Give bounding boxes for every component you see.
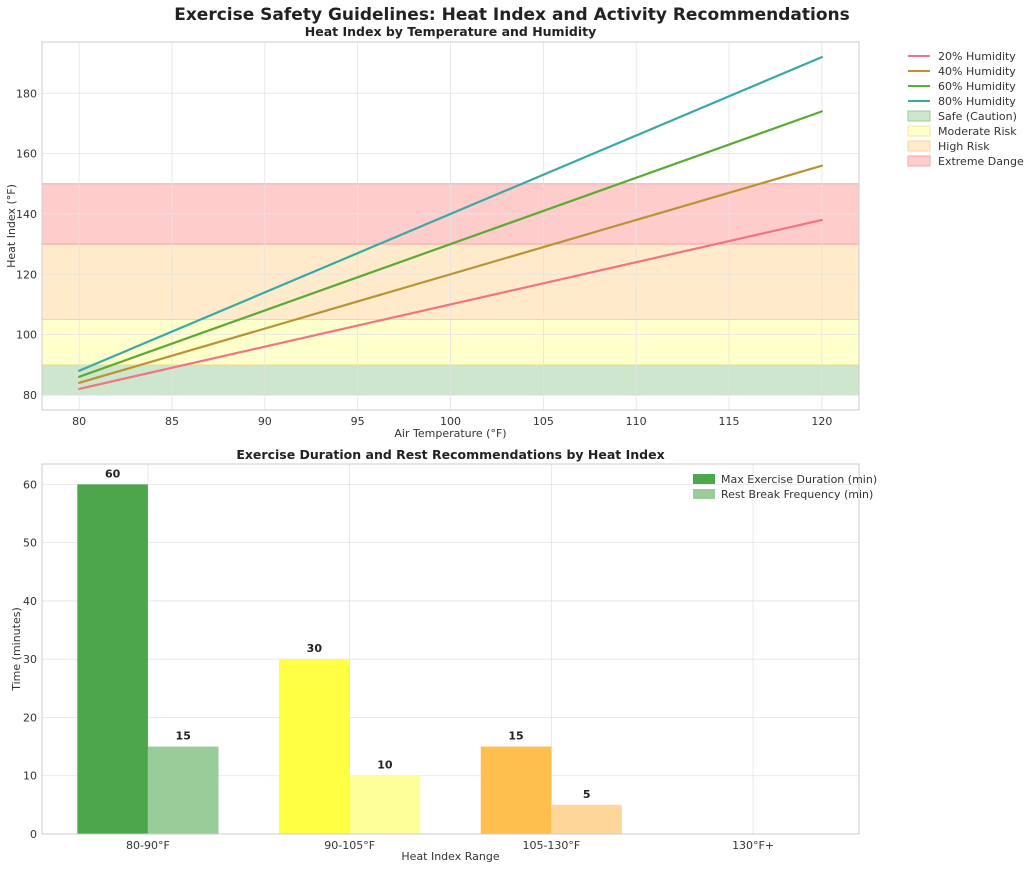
x-tick-label: 105 [533,415,554,428]
exercise-duration-plot-frame [41,463,860,835]
bar-value-label: 10 [377,759,393,772]
legend-label-max-exercise-duration-min: Max Exercise Duration (min) [721,473,877,486]
legend-label-rest-break-frequency-min: Rest Break Frequency (min) [721,488,873,501]
x-tick-label: 130°F+ [732,839,774,852]
legend-swatch-moderate-risk [907,125,931,137]
bar-rest-break-frequency-min-90-105-f [349,775,421,834]
exercise-duration-chart: Exercise Duration and Rest Recommendatio… [10,447,877,863]
y-tick-label: 60 [23,478,37,491]
legend-label-safe-caution: Safe (Caution) [938,110,1017,123]
y-tick-label: 120 [16,268,37,281]
bar-rest-break-frequency-min-105-130-f [551,804,622,834]
bar-rest-break-frequency-min-80-90-f [147,746,219,834]
heat-index-chart: Heat Index by Temperature and Humidity 8… [5,24,1024,440]
bar-max-exercise-duration-min-90-105-f [279,659,350,834]
legend-swatch-max-exercise-duration-min [693,474,715,484]
bar-max-exercise-duration-min-80-90-f [77,484,148,834]
legend-swatch-high-risk [907,140,931,152]
heat-index-x-ticks: 80 85 90 95 100 105 110 115 120 [72,415,832,428]
y-tick-label: 50 [23,537,37,550]
x-tick-label: 120 [811,415,832,428]
y-tick-label: 30 [23,653,37,666]
line-20-humidity [78,218,823,390]
heat-index-plot-frame [41,41,860,411]
legend-label-20-humidity: 20% Humidity [938,50,1016,63]
y-tick-label: 10 [23,770,37,783]
bar-value-label: 15 [176,730,191,743]
x-tick-label: 115 [719,415,740,428]
heat-index-y-ticks: 80 100 120 140 160 180 [16,87,37,402]
y-tick-label: 40 [23,595,37,608]
legend-swatch-extreme-danger [907,155,931,167]
heat-index-chart-title: Heat Index by Temperature and Humidity [305,24,596,39]
x-tick-label: 80-90°F [126,839,170,852]
x-tick-label: 80 [72,415,86,428]
y-tick-label: 160 [16,148,37,161]
exercise-duration-y-axis-label: Time (minutes) [10,607,23,692]
bar-max-exercise-duration-min-105-130-f [480,746,552,834]
line-40-humidity [78,164,823,384]
x-tick-label: 110 [626,415,647,428]
y-tick-label: 100 [16,329,37,342]
x-tick-label: 90-105°F [324,839,375,852]
exercise-duration-x-axis-label: Heat Index Range [401,850,499,863]
x-tick-label: 95 [351,415,365,428]
legend-label-40-humidity: 40% Humidity [938,65,1016,78]
legend-swatch-rest-break-frequency-min [693,489,715,499]
legend-swatch-safe-caution [907,110,931,122]
y-tick-label: 0 [30,828,37,841]
bar-value-label: 60 [105,467,121,480]
humidity-lines [78,55,823,390]
bar-value-label: 5 [583,788,591,801]
exercise-duration-chart-title: Exercise Duration and Rest Recommendatio… [236,447,664,462]
x-tick-label: 90 [258,415,272,428]
legend-label-extreme-danger: Extreme Danger [938,155,1024,168]
heat-index-y-axis-label: Heat Index (°F) [5,184,18,268]
legend-label-60-humidity: 60% Humidity [938,80,1016,93]
line-80-humidity [78,55,823,372]
legend-label-moderate-risk: Moderate Risk [938,125,1017,138]
x-tick-label: 105-130°F [522,839,580,852]
y-tick-label: 180 [16,87,37,100]
y-tick-label: 80 [23,389,37,402]
exercise-duration-y-ticks: 0 10 20 30 40 50 60 [23,478,37,841]
exercise-duration-legend: Max Exercise Duration (min) Rest Break Fr… [693,473,877,501]
exercise-duration-bars: 60 30 15 15 10 5 [77,467,622,834]
y-tick-label: 20 [23,711,37,724]
legend-label-high-risk: High Risk [938,140,990,153]
x-tick-label: 100 [440,415,461,428]
figure-title: Exercise Safety Guidelines: Heat Index a… [174,5,850,25]
heat-index-legend: 20% Humidity 40% Humidity 60% Humidity 80% … [907,50,1024,168]
line-60-humidity [78,110,823,378]
bar-value-label: 15 [508,730,523,743]
exercise-duration-x-ticks: 80-90°F 90-105°F 105-130°F 130°F+ [126,839,774,852]
bar-value-label: 30 [307,642,323,655]
heat-index-x-axis-label: Air Temperature (°F) [394,427,506,440]
legend-label-80-humidity: 80% Humidity [938,95,1016,108]
x-tick-label: 85 [165,415,179,428]
y-tick-label: 140 [16,208,37,221]
